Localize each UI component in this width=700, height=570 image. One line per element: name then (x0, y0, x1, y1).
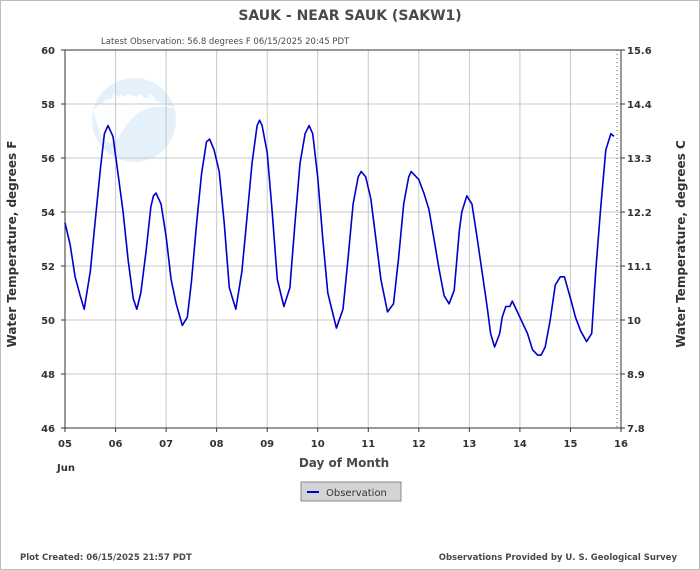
x-tick-label-16: 16 (614, 439, 628, 450)
series-line-observation (64, 119, 615, 356)
y-right-axis-label: Water Temperature, degrees C (674, 140, 688, 348)
y-tick-label-56: 56 (41, 154, 55, 165)
y-right-tick-label-15.6: 15.6 (627, 46, 652, 57)
x-tick-label-12: 12 (412, 439, 426, 450)
y-axis-ticks: 46 48 50 52 54 56 58 60 (41, 46, 65, 435)
plot-frame (64, 49, 622, 429)
x-tick-label-06: 06 (109, 439, 123, 450)
y-tick-label-52: 52 (41, 262, 55, 273)
x-tick-label-08: 08 (210, 439, 224, 450)
y-right-tick-label-7.8: 7.8 (627, 424, 645, 435)
y-right-tick-label-12.2: 12.2 (627, 208, 652, 219)
y-axis-label: Water Temperature, degrees F (5, 141, 19, 348)
y-tick-label-58: 58 (41, 100, 55, 111)
y-right-tick-label-14.4: 14.4 (627, 100, 652, 111)
x-tick-label-10: 10 (311, 439, 325, 450)
chart-title: SAUK - NEAR SAUK (SAKW1) (238, 8, 461, 24)
y-right-tick-label-10: 10 (627, 316, 641, 327)
noaa-logo-icon: NOAA (92, 78, 176, 162)
x-tick-label-11: 11 (361, 439, 375, 450)
x-axis-ticks: 05 06 07 08 09 10 11 12 13 14 15 16 (58, 428, 628, 450)
plot-created: Plot Created: 06/15/2025 21:57 PDT (20, 553, 192, 563)
x-tick-label-15: 15 (563, 439, 577, 450)
y-tick-label-48: 48 (41, 370, 55, 381)
x-month-label: Jun (56, 463, 75, 474)
plot-area (64, 49, 622, 429)
svg-text:NOAA: NOAA (112, 93, 157, 109)
y-right-tick-label-8.9: 8.9 (627, 370, 645, 381)
legend-entry-observation: Observation (326, 488, 387, 499)
y-tick-label-54: 54 (41, 208, 55, 219)
y-tick-label-50: 50 (41, 316, 55, 327)
latest-observation: Latest Observation: 56.8 degrees F 06/15… (101, 37, 350, 47)
grid (65, 50, 621, 428)
y-right-tick-label-13.3: 13.3 (627, 154, 652, 165)
x-tick-label-07: 07 (159, 439, 173, 450)
legend: Observation (300, 481, 402, 502)
x-tick-label-14: 14 (513, 439, 527, 450)
data-provider: Observations Provided by U. S. Geologica… (439, 553, 678, 563)
x-tick-label-05: 05 (58, 439, 72, 450)
x-tick-label-13: 13 (462, 439, 476, 450)
x-tick-label-09: 09 (260, 439, 274, 450)
y-tick-label-60: 60 (41, 46, 55, 57)
x-axis-label: Day of Month (299, 456, 389, 470)
y-right-tick-label-11.1: 11.1 (627, 262, 652, 273)
y-tick-label-46: 46 (41, 424, 55, 435)
y-right-axis-ticks: 7.8 8.9 10 11.1 12.2 13.3 14.4 15.6 (621, 46, 652, 435)
